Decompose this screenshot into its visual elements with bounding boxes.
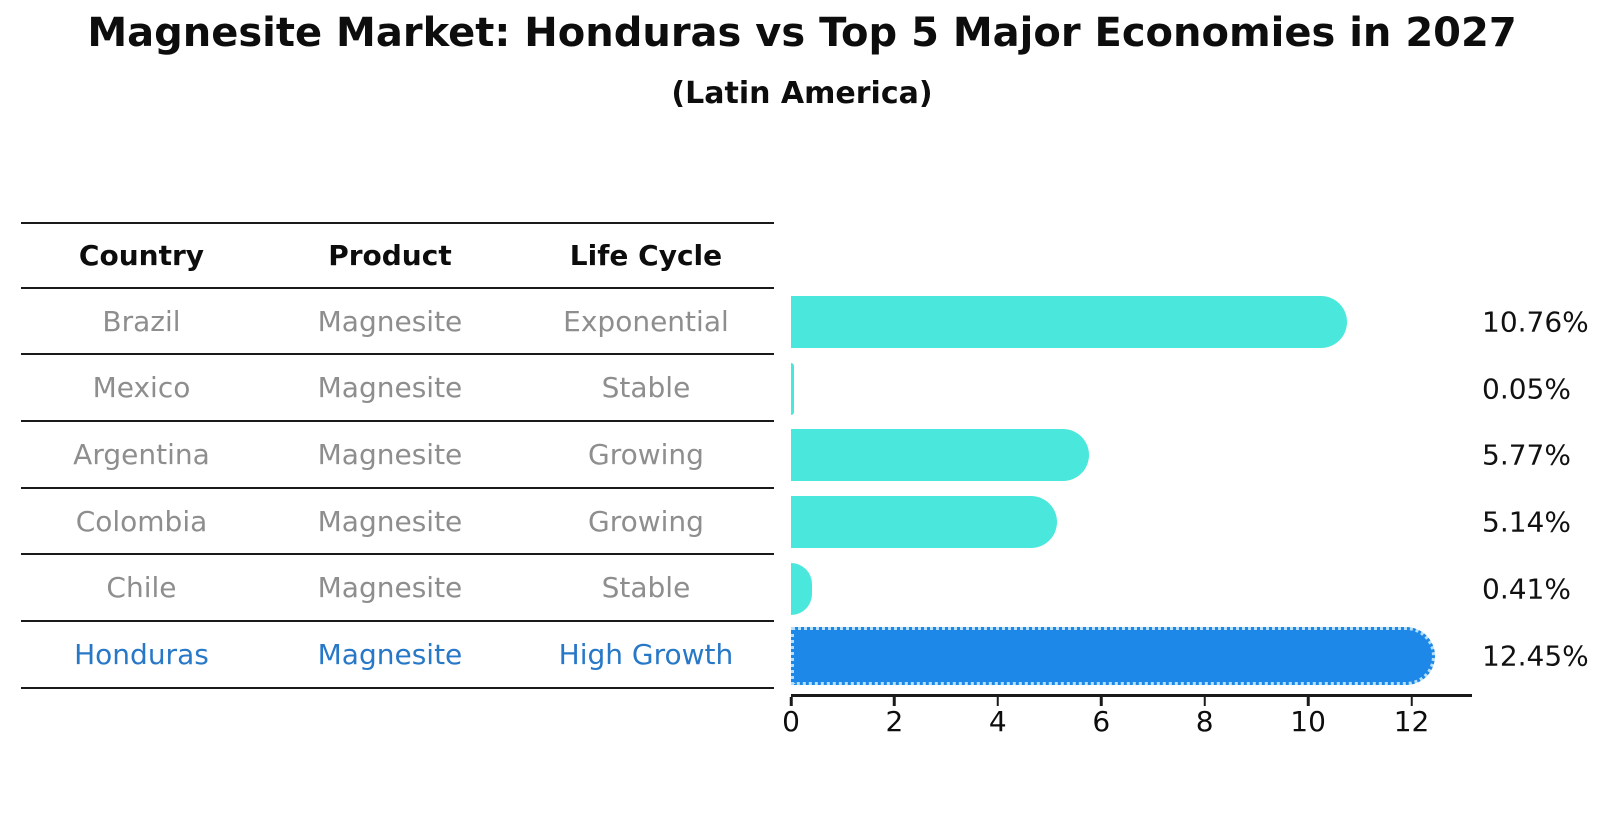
cell-country: Colombia <box>75 504 208 538</box>
cell-life-cycle: Stable <box>601 571 691 605</box>
bar-row-brazil <box>791 289 1470 356</box>
table-row-honduras: Honduras Magnesite High Growth <box>21 622 774 689</box>
x-tick-2 <box>893 696 896 706</box>
cell-life-cycle: Growing <box>588 437 704 471</box>
cell-product: Magnesite <box>317 637 463 671</box>
bar-chile <box>791 562 813 615</box>
cell-life-cycle: Stable <box>601 371 691 405</box>
bar-value-label-honduras: 12.45% <box>1482 639 1589 673</box>
chart-title: Magnesite Market: Honduras vs Top 5 Majo… <box>87 10 1517 56</box>
table-body: Brazil Magnesite Exponential Mexico Magnesit… <box>21 289 774 689</box>
bar-value-label-argentina: 5.77% <box>1482 438 1571 472</box>
bar-value-label-brazil: 10.76% <box>1482 305 1589 339</box>
bar-row-mexico <box>791 355 1470 422</box>
bar-value-label-chile: 0.41% <box>1482 572 1571 606</box>
bar-value-label-mexico: 0.05% <box>1482 372 1571 406</box>
cell-product: Magnesite <box>317 437 463 471</box>
x-tick-10 <box>1306 696 1310 706</box>
bar-row-argentina <box>791 422 1470 489</box>
bar-row-honduras <box>791 622 1470 689</box>
x-tick-12 <box>1410 696 1413 706</box>
x-tick-label-6: 6 <box>1092 705 1111 738</box>
bar-value-label-colombia: 5.14% <box>1482 505 1571 539</box>
x-tick-4 <box>996 696 1000 706</box>
x-tick-0 <box>789 696 793 706</box>
cell-product: Magnesite <box>317 304 463 338</box>
cell-country: Argentina <box>73 437 210 471</box>
country-table: Country Product Life Cycle Brazil Magnesi… <box>21 222 774 689</box>
cell-country: Honduras <box>74 637 209 671</box>
x-tick-8 <box>1203 696 1206 706</box>
x-tick-label-12: 12 <box>1393 705 1430 738</box>
cell-product: Magnesite <box>317 504 463 538</box>
cell-country: Mexico <box>92 371 191 405</box>
bar-argentina <box>791 429 1090 482</box>
bar-brazil <box>791 296 1348 349</box>
table-header-product: Product <box>328 238 452 272</box>
x-tick-6 <box>1100 696 1103 706</box>
cell-product: Magnesite <box>317 571 463 605</box>
bar-row-chile <box>791 555 1470 622</box>
bar-mexico <box>791 362 794 415</box>
table-row-brazil: Brazil Magnesite Exponential <box>21 289 774 356</box>
cell-country: Brazil <box>102 304 181 338</box>
bar-honduras <box>791 626 1435 685</box>
table-row-mexico: Mexico Magnesite Stable <box>21 355 774 423</box>
chart-subtitle: (Latin America) <box>671 76 933 111</box>
cell-life-cycle: High Growth <box>558 637 734 671</box>
table-header-lifecycle: Life Cycle <box>569 238 723 272</box>
table-row-chile: Chile Magnesite Stable <box>21 555 774 623</box>
x-tick-label-8: 8 <box>1195 705 1214 738</box>
table-row-colombia: Colombia Magnesite Growing <box>21 489 774 556</box>
table-header-country: Country <box>78 238 205 272</box>
x-tick-label-0: 0 <box>782 705 800 738</box>
cell-country: Chile <box>106 571 177 605</box>
x-tick-label-2: 2 <box>885 705 904 738</box>
bar-row-colombia <box>791 489 1470 556</box>
cell-life-cycle: Growing <box>588 504 704 538</box>
bar-colombia <box>791 496 1057 549</box>
table-header-row: Country Product Life Cycle <box>21 222 774 289</box>
bar-plot-area <box>791 289 1470 689</box>
x-axis-line <box>791 694 1472 697</box>
table-row-argentina: Argentina Magnesite Growing <box>21 422 774 489</box>
cell-product: Magnesite <box>317 371 463 405</box>
x-tick-label-4: 4 <box>988 705 1007 738</box>
x-tick-label-10: 10 <box>1290 705 1326 738</box>
cell-life-cycle: Exponential <box>563 304 729 338</box>
